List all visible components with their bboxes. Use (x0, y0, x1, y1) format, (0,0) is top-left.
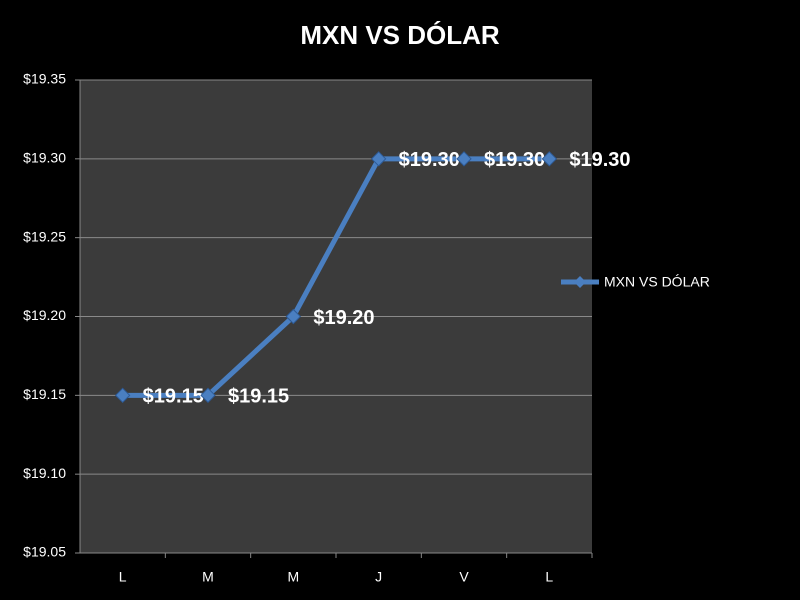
data-point (370, 151, 387, 167)
y-tick-label: $19.15 (23, 386, 66, 402)
x-tick-label: V (459, 569, 469, 585)
chart-title: MXN VS DÓLAR (300, 20, 500, 50)
y-tick-label: $19.05 (23, 544, 66, 560)
x-tick-label: M (202, 569, 214, 585)
data-point (114, 387, 131, 404)
x-tick-label: L (119, 569, 127, 585)
y-tick-label: $19.30 (23, 150, 66, 166)
data-label: $19.30 (569, 149, 630, 171)
y-tick-label: $19.25 (23, 228, 66, 244)
data-point (285, 308, 302, 325)
legend-marker (574, 276, 586, 288)
data-point (456, 151, 472, 167)
x-tick-label: L (545, 569, 553, 585)
data-point (541, 151, 558, 167)
data-point (200, 387, 216, 404)
data-label: $19.15 (143, 386, 204, 408)
data-label: $19.20 (313, 307, 374, 329)
y-tick-label: $19.20 (23, 307, 66, 323)
series-line (122, 156, 550, 398)
y-tick-label: $19.10 (23, 465, 66, 481)
legend-label: MXN VS DÓLAR (604, 274, 710, 290)
data-label: $19.30 (399, 149, 460, 171)
y-tick-label: $19.35 (23, 71, 66, 87)
x-tick-label: J (375, 569, 382, 585)
data-label: $19.30 (484, 149, 545, 171)
x-tick-label: M (287, 569, 299, 585)
data-label: $19.15 (228, 386, 289, 408)
